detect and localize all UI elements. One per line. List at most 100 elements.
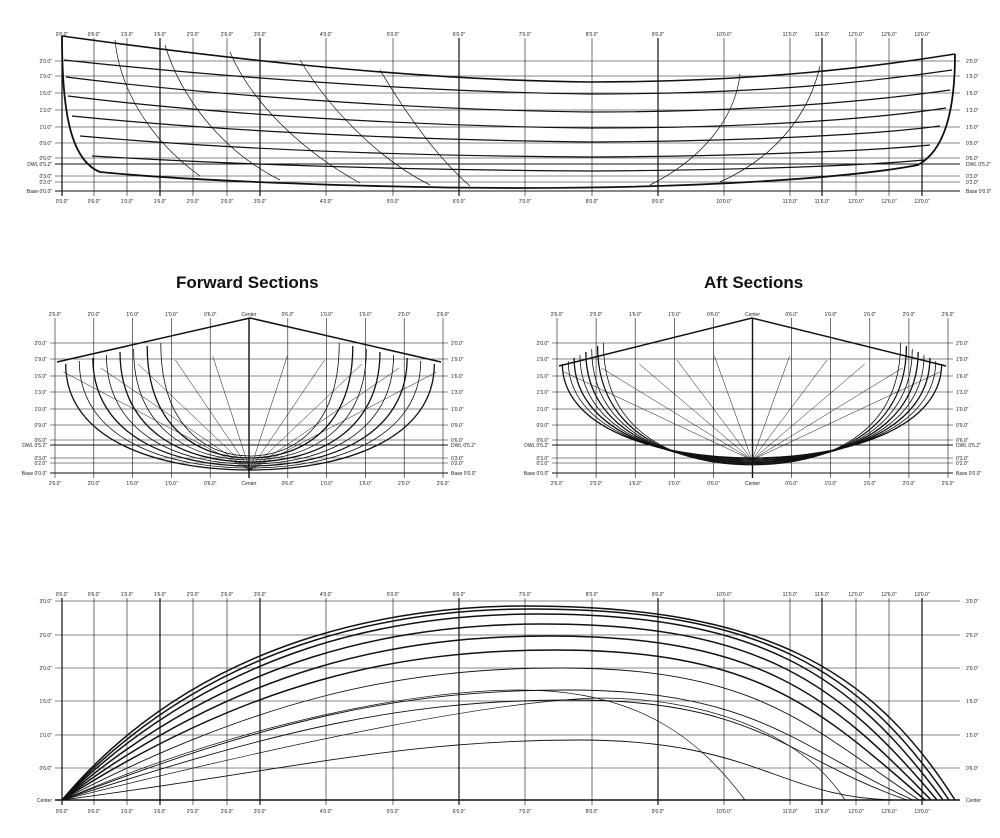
waterline-label-right: Base 0'0.0" [966,189,991,195]
sheer-line [558,317,947,367]
sheer-line [56,317,442,363]
station-label-bottom: 3'0.0" [254,809,267,815]
waterline-label-right: 0'3.0" [451,456,464,462]
diagonal-curve [61,697,846,801]
waterline-label-left: 2'0.0" [35,341,48,347]
waterline-label-left: Base 0'0.0" [22,471,47,477]
buttock-label-left: 0'6.0" [40,766,53,772]
waterline-label-right: 0'6.0" [966,156,979,162]
diagonal-line [100,367,251,471]
waterline-label-left: 0'3.0" [35,456,48,462]
buttock-label-bottom: 0'6.0" [204,481,217,487]
waterline-label-left: 1'6.0" [537,374,550,380]
waterline-label-right: 0'2.0" [956,461,969,467]
buttock-label-top: 1'6.0" [126,312,139,318]
station-label-top: 11'0.0" [783,592,798,598]
buttock-label-left: 2'0.0" [40,666,53,672]
station-label-bottom: 1'6.0" [154,199,167,205]
waterline-label-right: 0'3.0" [956,456,969,462]
diagonal-line [563,371,753,461]
station-label-top: 11'6.0" [815,32,830,38]
diagonal-line [249,355,288,471]
waterline-label-left: 0'6.0" [537,438,550,444]
buttock-label-right: 3'0.0" [966,599,979,605]
diagonal-line [63,371,251,471]
buttock-line [65,76,951,113]
waterline-label-left: 1'0.0" [35,407,48,413]
station-label-bottom: 11'0.0" [783,809,798,815]
station-label-top: 10'0.0" [716,32,731,38]
buttock-label-right: 0'6.0" [966,766,979,772]
section-curve [379,69,471,187]
waterline-curve [61,613,944,801]
station-label-bottom: 9'0.0" [652,809,665,815]
section-curve [596,345,908,465]
buttock-label-top: 2'0.0" [88,312,101,318]
waterline-curve [61,699,908,801]
buttock-line [79,135,931,158]
station-label-bottom: 6'0.0" [453,809,466,815]
station-label-bottom: 1'6.0" [154,809,167,815]
station-label-bottom: 0'0.0" [56,199,69,205]
waterline-label-left: 0'2.0" [35,461,48,467]
station-label-bottom: 11'6.0" [815,809,830,815]
station-label-top: 10'0.0" [716,592,731,598]
station-label-bottom: 13'0.0" [914,809,929,815]
buttock-label-top: 2'6.0" [942,312,955,318]
waterline-label-right: 0'2.0" [966,180,979,186]
buttock-line [71,115,941,143]
buttock-line [63,59,953,95]
waterline-label-right: 0'9.0" [451,423,464,429]
buttock-label-left: 1'0.0" [40,733,53,739]
station-label-bottom: 11'0.0" [783,199,798,205]
section-curve [78,360,422,469]
station-label-top: 8'0.0" [586,32,599,38]
waterline-label-left: 1'9.0" [35,357,48,363]
diagonal-line [676,359,753,461]
station-label-top: 6'0.0" [453,32,466,38]
waterline-label-left: 0'3.0" [537,456,550,462]
station-label-bottom: 5'0.0" [387,809,400,815]
station-label-bottom: 8'0.0" [586,809,599,815]
buttock-label-top: 2'6.0" [551,312,564,318]
station-label-top: 0'6.0" [88,32,101,38]
station-label-bottom: 10'0.0" [716,809,731,815]
buttock-label-bottom: 0'6.0" [282,481,295,487]
station-label-bottom: 12'0.0" [848,809,863,815]
station-label-bottom: 1'0.0" [121,199,134,205]
section-curve [92,357,408,467]
forward-sections-heading: Forward Sections [176,273,319,292]
buttock-label-top: 1'0.0" [824,312,837,318]
diagonal-line [751,367,903,461]
station-label-bottom: 7'0.0" [519,809,532,815]
buttock-label-bottom: 2'6.0" [437,481,450,487]
station-label-bottom: 7'0.0" [519,199,532,205]
station-label-top: 2'6.0" [221,592,234,598]
buttock-label-bottom: 1'6.0" [126,481,139,487]
buttock-label-top: 1'0.0" [668,312,681,318]
buttock-label-top: Center [241,312,256,318]
diagonal-line [751,371,941,461]
diagonal-line [249,359,325,471]
buttock-label-top: 1'0.0" [320,312,333,318]
waterline-curve [61,605,956,801]
waterline-label-right: DWL 0'5.2" [956,443,981,449]
buttock-label-right: 2'6.0" [966,633,979,639]
station-label-top: 7'0.0" [519,32,532,38]
diagonal-line [249,371,437,471]
waterline-label-left: 0'9.0" [40,141,53,147]
diagonal-curve [61,689,746,801]
waterline-curve [61,689,914,801]
waterline-label-left: DWL 0'5.2" [524,443,549,449]
waterline-label-left: DWL 0'5.2" [27,162,52,168]
buttock-label-bottom: 2'0.0" [590,481,603,487]
station-label-bottom: 10'0.0" [716,199,731,205]
station-label-top: 4'0.0" [320,592,333,598]
station-label-top: 2'6.0" [221,32,234,38]
waterline-label-right: 1'3.0" [956,390,969,396]
station-label-bottom: 5'0.0" [387,199,400,205]
waterline-curve [61,635,932,801]
waterline-label-left: 1'9.0" [537,357,550,363]
buttock-label-bottom: 2'6.0" [49,481,62,487]
